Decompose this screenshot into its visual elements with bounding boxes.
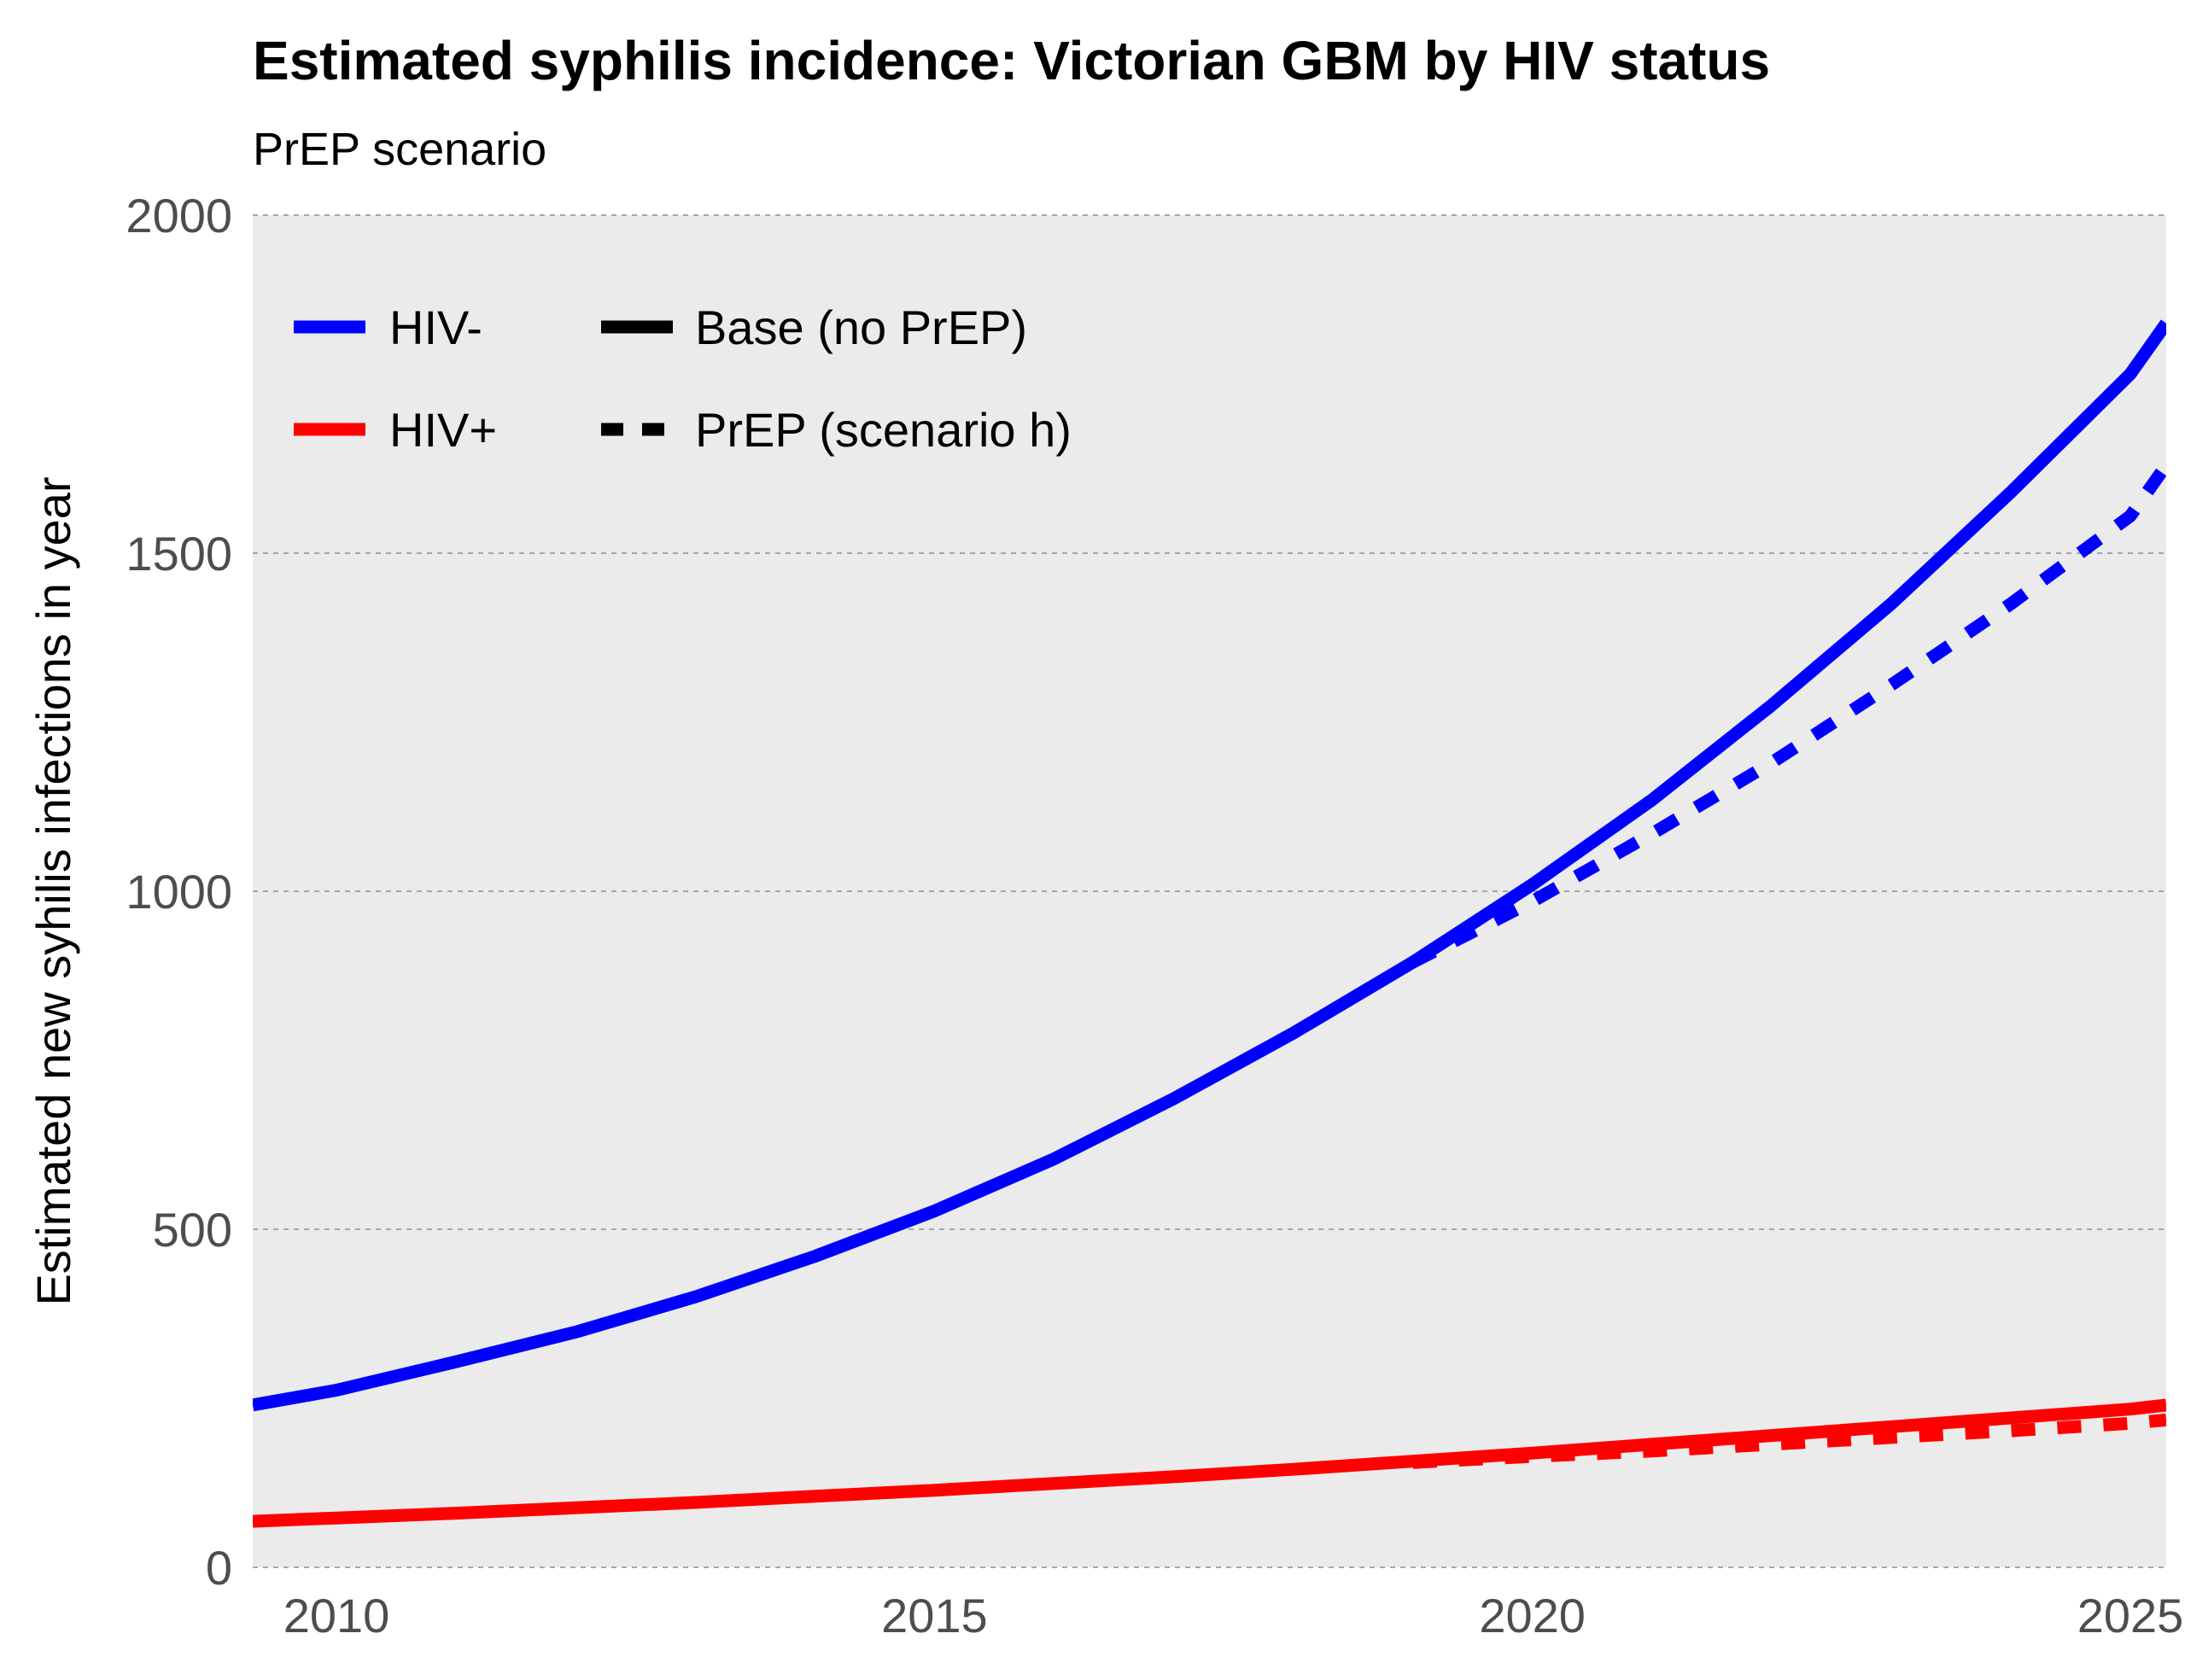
legend-label: HIV- [389, 300, 482, 354]
y-tick-label: 2000 [126, 189, 232, 242]
x-tick-label: 2015 [881, 1589, 988, 1642]
chart-subtitle: PrEP scenario [253, 124, 546, 175]
y-tick-label: 500 [153, 1203, 232, 1257]
x-tick-label: 2025 [2077, 1589, 2184, 1642]
legend-label: PrEP (scenario h) [695, 403, 1072, 457]
y-tick-label: 1000 [126, 865, 232, 919]
chart-title: Estimated syphilis incidence: Victorian … [253, 30, 1770, 91]
series-line-hiv-base [253, 1398, 2166, 1528]
grid-layer [253, 214, 2166, 1568]
y-axis: 0 500 1000 1500 2000 [126, 189, 232, 1595]
legend-label: HIV+ [389, 403, 497, 457]
series-layer [253, 319, 2166, 1528]
series-line-hiv-base [253, 319, 2166, 1412]
y-tick-label: 1500 [126, 527, 232, 580]
series-line-hiv-prep [1410, 461, 2166, 968]
y-tick-label: 0 [206, 1541, 232, 1595]
y-axis-label: Estimated new syhilis infections in year [26, 476, 80, 1305]
x-tick-label: 2010 [283, 1589, 390, 1642]
legend-label: Base (no PrEP) [695, 300, 1027, 354]
x-axis: 2010 2015 2020 2025 [283, 1589, 2184, 1642]
legend: HIV- HIV+ Base (no PrEP) PrEP (scenario h) [294, 300, 1072, 457]
x-tick-label: 2020 [1479, 1589, 1586, 1642]
